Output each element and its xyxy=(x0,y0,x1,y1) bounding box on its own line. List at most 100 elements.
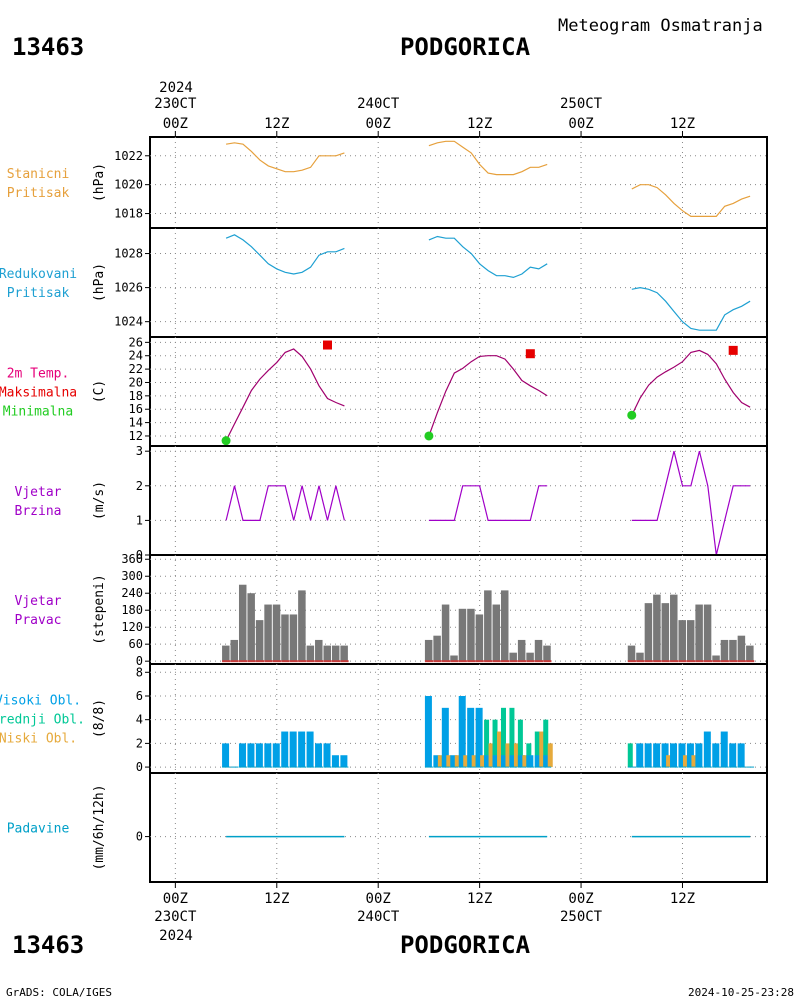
cloud-bar-high xyxy=(315,743,323,768)
max-temp-marker xyxy=(728,345,738,355)
cloud-bar-high xyxy=(264,743,272,768)
y-tick-label: 1028 xyxy=(114,247,143,261)
wind-direction-bar xyxy=(298,590,306,662)
y-axis-label: (8/8) xyxy=(92,699,107,738)
y-tick-label: 180 xyxy=(121,603,143,617)
wind-direction-bar xyxy=(517,639,526,662)
panel-legend-label: Visoki Obl. xyxy=(0,694,81,709)
time-label-top-hour: 00Z xyxy=(366,116,391,132)
cloud-bar-high xyxy=(737,743,745,768)
wind-direction-bar xyxy=(315,639,323,662)
y-tick-label: 24 xyxy=(129,349,143,363)
panel-legend-label: Vjetar xyxy=(15,485,62,500)
series-line xyxy=(428,140,548,176)
wind-direction-bar xyxy=(424,639,433,662)
cloud-bar-high xyxy=(653,743,661,768)
panel-legend-label: Pravac xyxy=(15,613,62,628)
min-temp-marker xyxy=(221,436,231,446)
time-label-bottom-hour: 00Z xyxy=(568,891,593,907)
wind-direction-bar xyxy=(340,645,348,662)
panel-station_pressure: 1018 1020 1022 (hPa) Stanicni Pritisak xyxy=(7,136,768,229)
wind-direction-bar xyxy=(627,645,636,662)
cloud-bar-mid xyxy=(627,743,633,768)
wind-direction-bar xyxy=(543,645,551,662)
panel-wind_speed: 0 1 2 3 (m/s) Vjetar Brzina xyxy=(15,444,768,562)
cloud-bar-low xyxy=(471,755,477,768)
y-tick-label: 300 xyxy=(121,569,143,583)
meteogram-subtitle: Meteogram Osmatranja xyxy=(558,16,763,36)
cloud-bar-low xyxy=(522,755,528,768)
wind-direction-bar xyxy=(255,620,264,662)
panel-legend-label: Niski Obl. xyxy=(0,732,77,747)
cloud-bar-mid xyxy=(543,719,549,768)
cloud-bar-mid xyxy=(492,719,498,768)
cloud-bar-mid xyxy=(500,707,506,768)
wind-direction-bar xyxy=(331,645,340,662)
cloud-bar-mid xyxy=(534,731,540,768)
wind-direction-bar xyxy=(323,645,331,662)
cloud-bar-high xyxy=(644,743,652,768)
panel-frame xyxy=(149,445,768,556)
time-label-top-hour: 12Z xyxy=(264,116,289,132)
wind-direction-bar xyxy=(703,604,712,662)
cloud-bar-low xyxy=(463,755,469,768)
y-tick-label: 0 xyxy=(136,654,143,668)
cloud-bar-high xyxy=(323,743,331,768)
cloud-bar-high xyxy=(222,743,230,768)
panels-group: 101810201022(hPa)StanicniPritisak1024102… xyxy=(0,136,768,883)
cloud-bar-high xyxy=(695,743,703,768)
wind-direction-bar xyxy=(644,603,653,662)
cloud-bar-high xyxy=(340,755,348,768)
wind-direction-bar xyxy=(450,655,458,662)
y-tick-label: 6 xyxy=(136,689,143,703)
wind-direction-bar xyxy=(433,635,441,662)
cloud-bar-high xyxy=(475,707,483,768)
y-tick-label: 22 xyxy=(129,362,143,376)
cloud-bar-low xyxy=(454,755,460,768)
wind-direction-bar xyxy=(484,590,492,662)
y-tick-label: 60 xyxy=(129,637,143,651)
max-temp-marker xyxy=(322,340,332,350)
cloud-bar-mid xyxy=(509,707,515,768)
wind-direction-bar xyxy=(306,645,315,662)
time-label-bottom-hour: 12Z xyxy=(467,891,492,907)
panel-frame xyxy=(149,227,768,338)
wind-direction-bar xyxy=(441,604,450,662)
cloud-bar-high xyxy=(492,755,500,768)
panel-frame xyxy=(149,336,768,447)
cloud-bar-low xyxy=(497,731,503,768)
panel-legend-label: Padavine xyxy=(7,822,70,837)
y-axis-label: (hPa) xyxy=(92,163,107,202)
panel-legend-label: Vjetar xyxy=(15,594,62,609)
min-temp-marker xyxy=(627,410,637,420)
time-label-bottom-date: 250CT xyxy=(560,909,603,925)
cloud-bar-high xyxy=(247,743,255,768)
wind-direction-bar xyxy=(509,652,517,662)
y-axis-label: (m/s) xyxy=(92,481,107,520)
cloud-bar-high xyxy=(281,731,289,768)
station-id-bottom: 13463 xyxy=(12,931,84,959)
time-label-top-hour: 00Z xyxy=(163,116,188,132)
y-tick-label: 3 xyxy=(136,444,143,458)
cloud-bar-low xyxy=(480,755,486,768)
series-line xyxy=(428,235,548,279)
bottom-year-label: 2024 xyxy=(159,928,193,944)
wind-direction-bar xyxy=(238,584,247,662)
cloud-bar-high xyxy=(272,743,280,768)
cloud-bar-mid xyxy=(517,719,523,768)
time-label-top-hour: 00Z xyxy=(568,116,593,132)
wind-direction-bar xyxy=(737,635,746,662)
series-line xyxy=(631,349,751,416)
cloud-bar-low xyxy=(513,743,519,768)
wind-direction-bar xyxy=(661,603,670,662)
cloud-bar-high xyxy=(534,755,542,768)
wind-direction-bar xyxy=(272,604,281,662)
y-tick-label: 1018 xyxy=(114,207,143,221)
cloud-bar-high xyxy=(712,743,720,768)
time-label-bottom-date: 230CT xyxy=(154,909,197,925)
series-line xyxy=(631,286,751,331)
cloud-bar-high xyxy=(441,707,449,768)
time-label-top-hour: 12Z xyxy=(670,116,695,132)
wind-direction-bar xyxy=(526,652,534,662)
